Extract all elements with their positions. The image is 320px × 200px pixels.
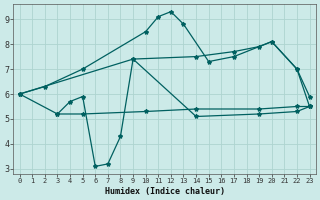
X-axis label: Humidex (Indice chaleur): Humidex (Indice chaleur) <box>105 187 225 196</box>
